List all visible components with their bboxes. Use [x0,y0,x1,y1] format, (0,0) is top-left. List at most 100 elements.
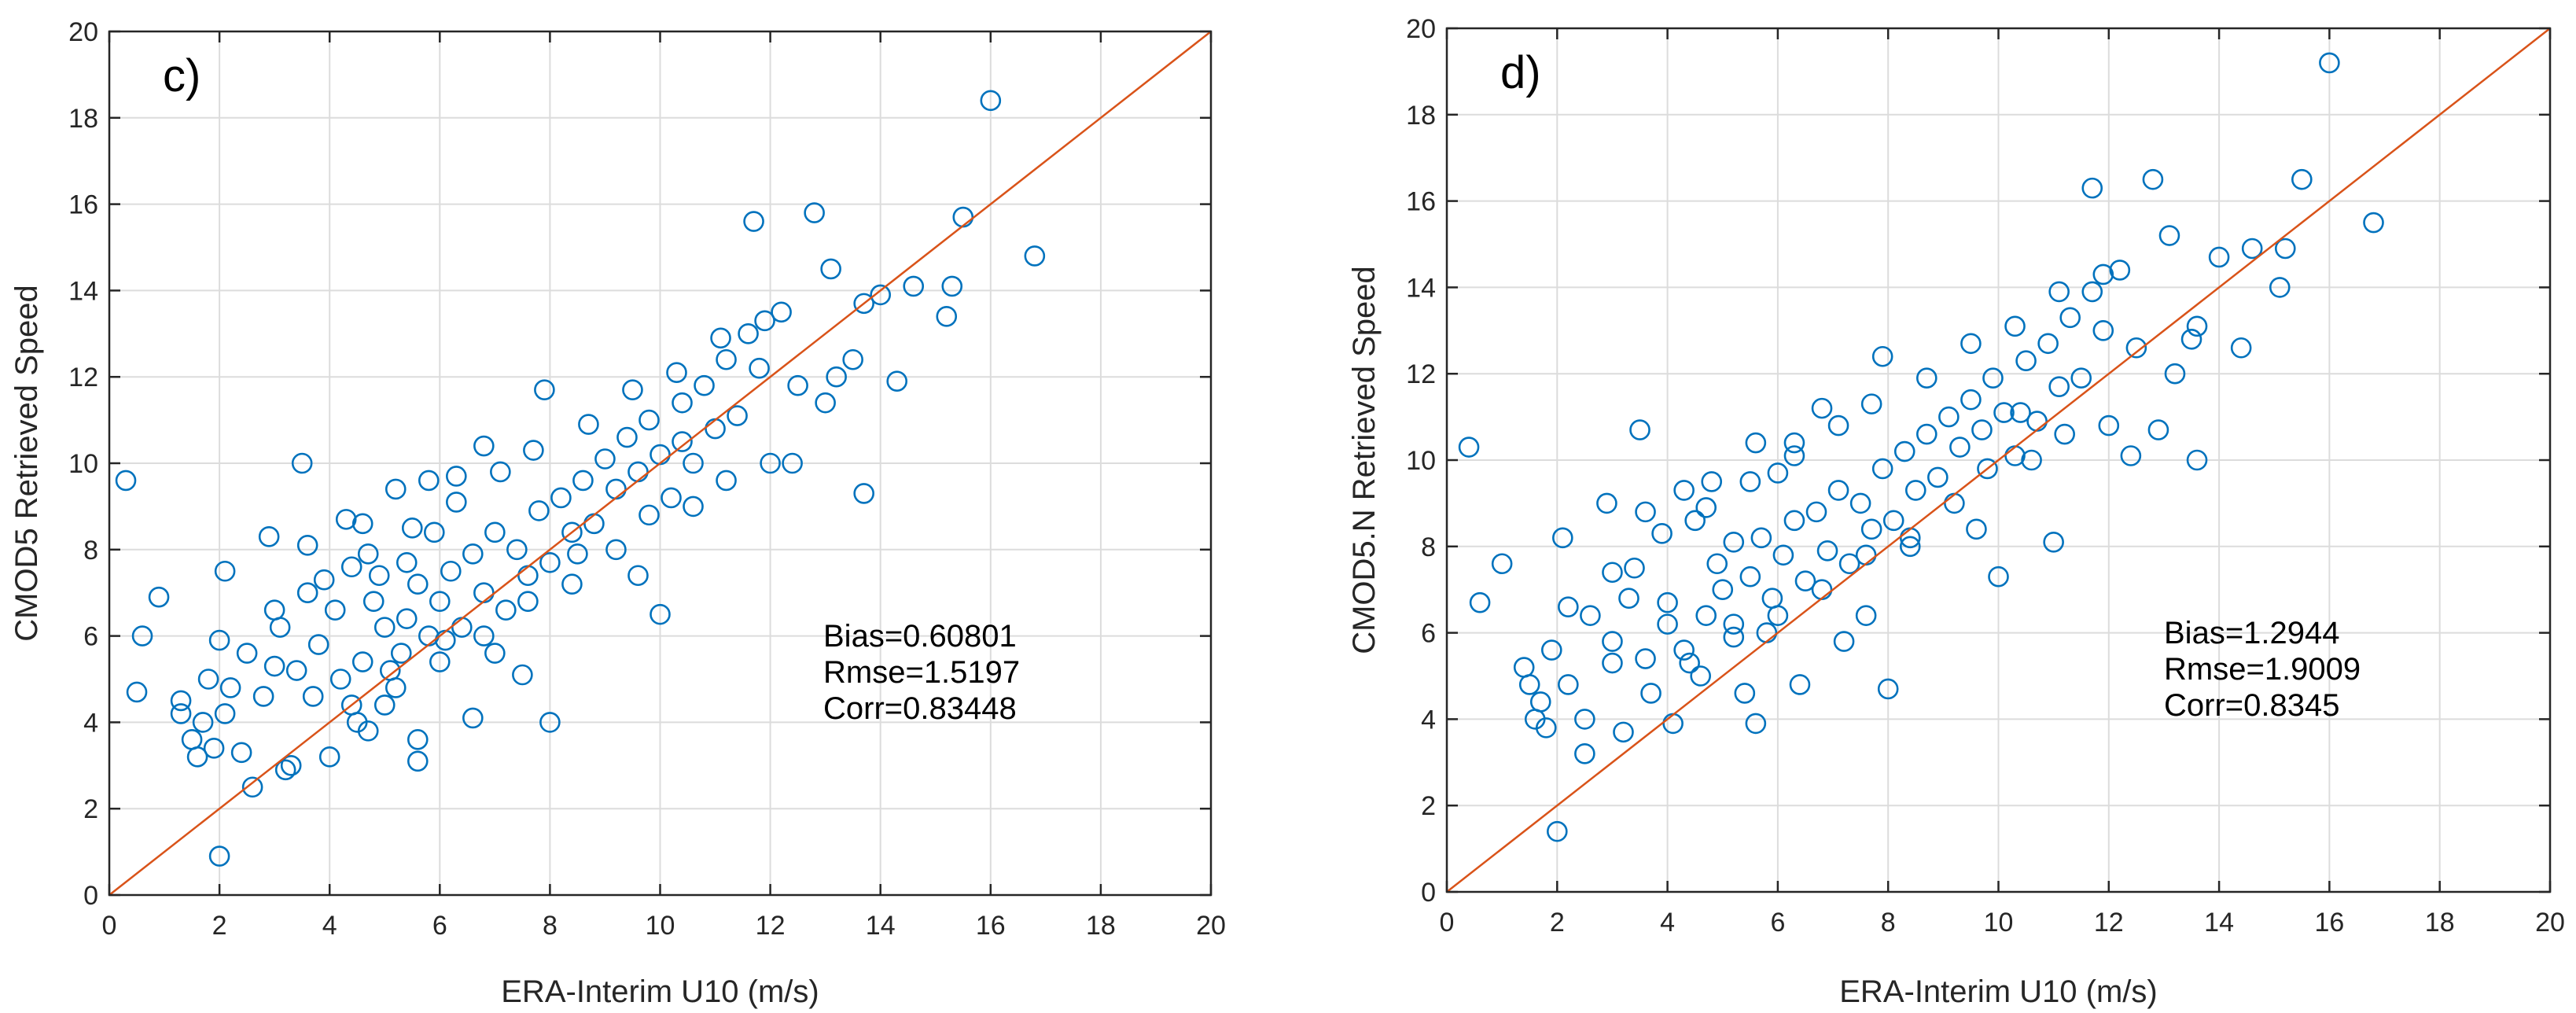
data-point [1558,596,1579,617]
data-point [2070,367,2092,389]
data-point [418,470,440,492]
data-point [192,712,214,733]
data-point [1491,553,1513,575]
data-point [1635,501,1656,523]
x-tick-label: 14 [866,911,896,941]
data-point [340,694,362,716]
data-point [853,483,874,504]
x-tick-label: 0 [102,911,117,941]
data-point [313,569,335,591]
data-point [1734,683,1756,704]
data-point [1723,626,1745,648]
data-point [263,655,285,677]
data-point [1794,570,1816,592]
data-point [1871,458,1893,480]
data-point [214,560,236,582]
data-point [2010,402,2031,423]
data-point [214,703,236,724]
data-point [578,414,599,435]
y-tick-label: 6 [1421,619,1436,649]
data-point [2120,445,2142,466]
data-point [661,487,682,509]
data-point [754,310,775,332]
data-point [2125,337,2147,359]
data-point [1602,631,1623,652]
data-point [407,729,429,750]
data-point [2142,168,2164,190]
data-point [2098,414,2120,437]
x-tick-label: 4 [1660,908,1675,937]
data-point [1574,743,1595,764]
data-point [534,379,555,400]
data-point [2048,376,2070,397]
data-point [727,405,748,426]
plot-frame-d [1445,27,2552,893]
data-point [1596,492,1617,514]
data-point [236,643,258,664]
data-point [561,521,583,543]
data-point [318,746,340,768]
data-point [302,686,324,707]
data-point [1739,471,1761,492]
x-tick-label: 20 [1196,911,1226,941]
y-tick-label: 14 [1406,273,1436,303]
data-point [407,750,429,772]
y-tick-label: 18 [1406,101,1436,131]
data-point [1927,466,1949,488]
data-point [1723,532,1745,553]
data-point [820,258,841,280]
data-point [2363,212,2384,234]
data-point [1712,579,1734,601]
x-tick-label: 6 [1770,908,1785,937]
data-point [1960,333,1982,355]
data-point [1750,527,1772,549]
data-point [357,720,379,742]
data-point [749,357,770,379]
data-point [1618,588,1639,609]
data-point [622,379,643,400]
data-point [1849,492,1871,514]
data-point [787,374,808,396]
data-point [274,759,296,781]
data-point [374,617,396,638]
data-point [1629,419,1650,440]
data-point [170,703,192,724]
data-point [385,677,407,698]
data-point [1651,523,1673,544]
data-point [1938,406,1960,428]
data-point [853,293,874,315]
data-point [401,518,423,539]
y-tick-label: 20 [1406,14,1436,44]
data-point [1535,717,1557,739]
data-point [2186,449,2208,471]
data-point [1640,683,1662,704]
data-point [230,742,252,764]
data-point [374,694,396,716]
scatter-panel-c: 0 2 4 6 8 10 12 14 16 18 20 0 2 4 6 8 10 12 14 16 18 20 ERA-I… [9,17,1226,1009]
data-point [683,495,704,518]
data-point [307,634,329,655]
x-tick-label: 12 [756,911,786,941]
data-point [710,327,731,349]
data-point [368,565,390,587]
y-axis-label-c: CMOD5 Retrieved Speed [9,285,44,642]
data-point [1574,709,1595,730]
data-point [1624,557,1645,579]
data-point [291,452,313,474]
data-point [2241,238,2263,260]
data-point [550,487,572,509]
data-point [2037,333,2059,355]
data-point [594,448,616,470]
data-point [1783,510,1805,532]
data-point [2269,277,2291,298]
data-point [716,470,737,492]
identity-line-c [109,31,1212,896]
data-point [351,651,374,672]
data-point [1657,613,1678,635]
data-point [484,521,506,543]
data-point [683,452,704,474]
data-point [1602,652,1623,674]
data-point [490,461,511,483]
scatter-points-d [1458,52,2384,842]
